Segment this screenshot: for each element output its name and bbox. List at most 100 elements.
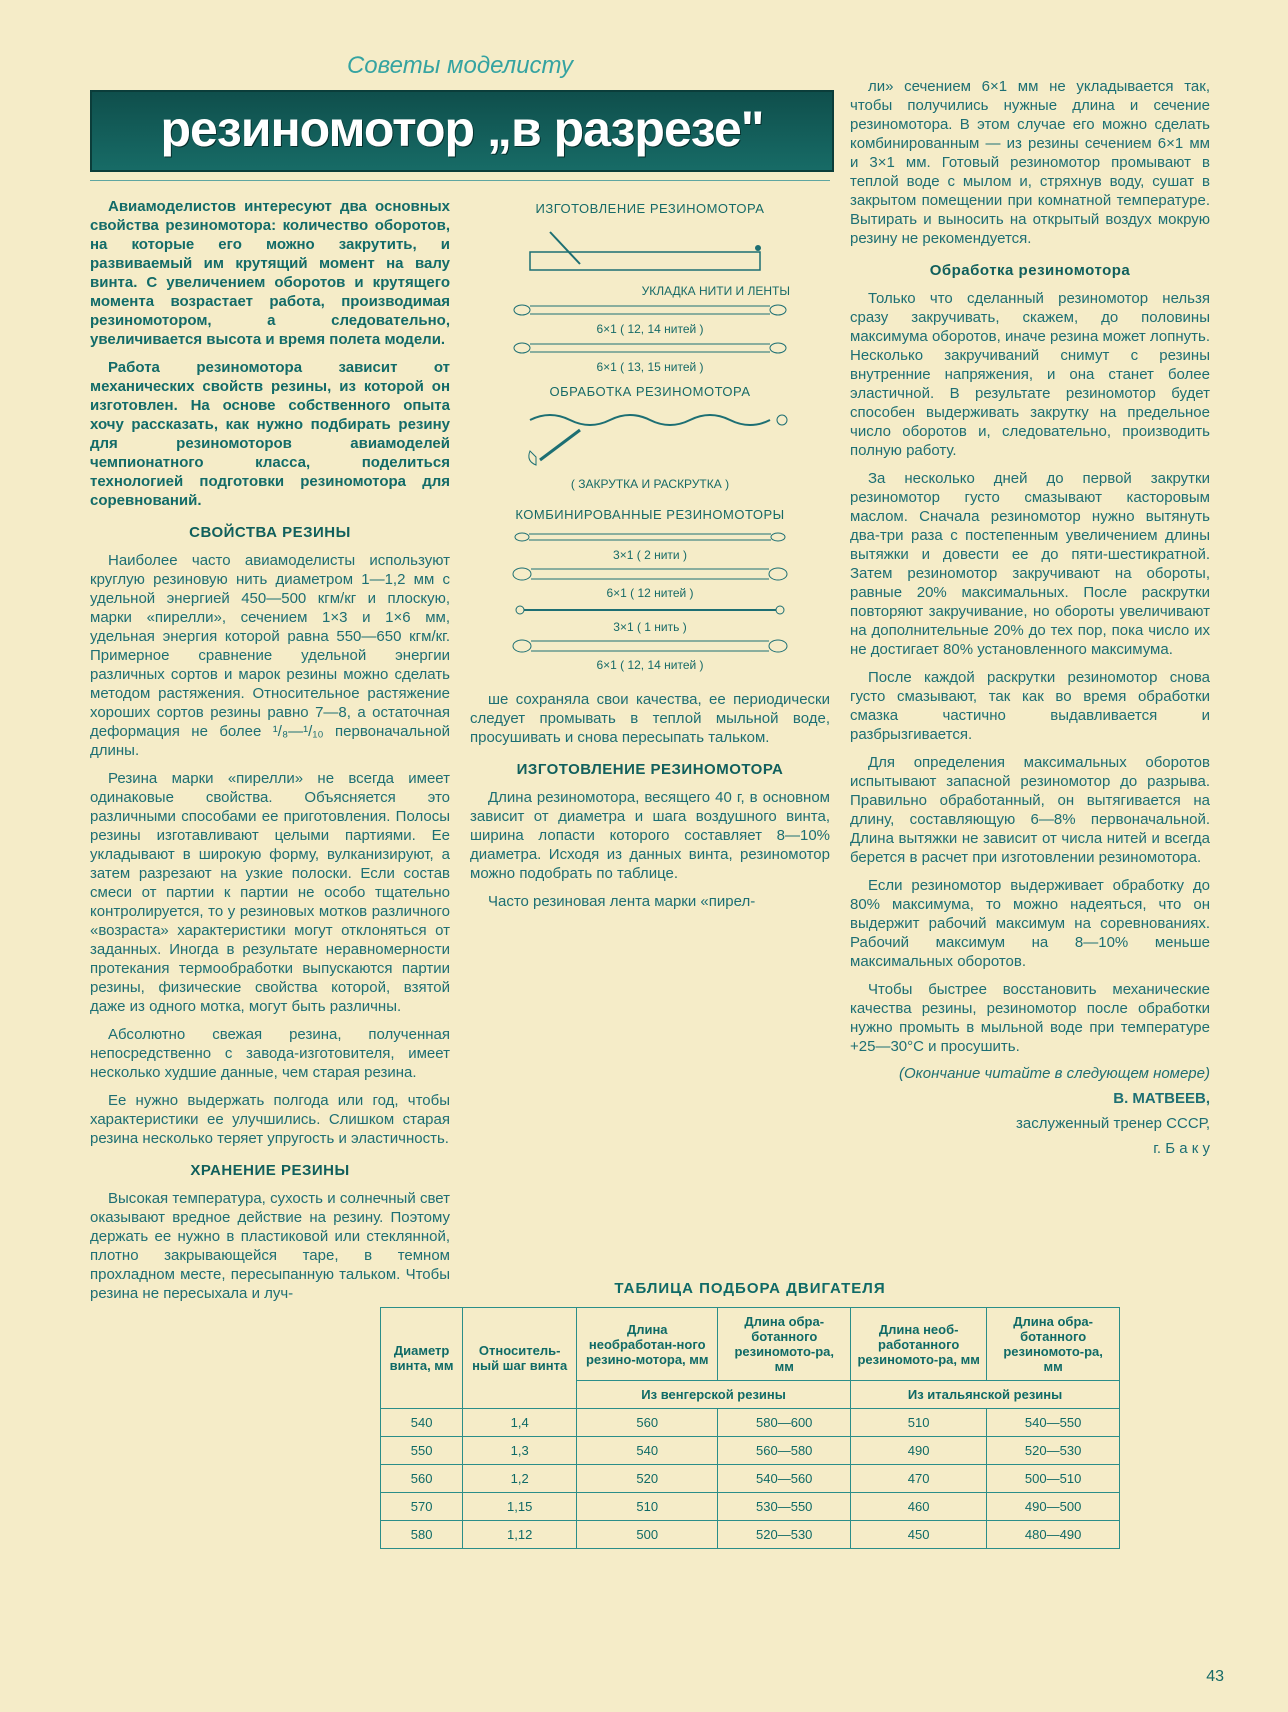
cell: 490 xyxy=(851,1437,987,1465)
col-left: Авиамоделистов интересуют два основных с… xyxy=(90,197,450,1312)
twist-tool-icon xyxy=(510,405,790,475)
rubber-strip-icon xyxy=(510,564,790,584)
cell: 520—530 xyxy=(987,1437,1120,1465)
rubber-strip-icon xyxy=(510,528,790,546)
th-diameter: Диаметр винта, мм xyxy=(381,1308,463,1409)
cell: 560 xyxy=(577,1409,718,1437)
cell: 560 xyxy=(381,1465,463,1493)
make-2: Часто резиновая лента марки «пирел- xyxy=(470,892,830,911)
diagram-sub-twist: ( ЗАКРУТКА И РАСКРУТКА ) xyxy=(470,477,830,491)
diagram-sub-c4: 6×1 ( 12, 14 нитей ) xyxy=(470,658,830,672)
engine-table: ТАБЛИЦА ПОДБОРА ДВИГАТЕЛЯ Диаметр винта,… xyxy=(380,1280,1120,1549)
r3: За несколько дней до первой закрутки рез… xyxy=(850,469,1210,659)
mid-cont-1: ше сохраняла свои качества, ее периодиче… xyxy=(470,690,830,747)
col-right: ли» сечением 6×1 мм не укладывается так,… xyxy=(850,77,1210,1157)
cell: 1,12 xyxy=(463,1521,577,1549)
diagram-sub-c1: 3×1 ( 2 нити ) xyxy=(470,548,830,562)
props-2: Резина марки «пирелли» не всегда имеет о… xyxy=(90,769,450,1016)
table-row: 580 1,12 500 520—530 450 480—490 xyxy=(381,1521,1120,1549)
engine-selection-table: Диаметр винта, мм Относитель-ный шаг вин… xyxy=(380,1307,1120,1549)
author-line-2: заслуженный тренер СССР, xyxy=(850,1115,1210,1132)
r2: Только что сделанный резиномотор нельзя … xyxy=(850,289,1210,460)
cell: 560—580 xyxy=(718,1437,851,1465)
th-hungarian: Из венгерской резины xyxy=(577,1381,851,1409)
masthead: Советы моделисту резиномотор „в разрезе" xyxy=(90,52,830,181)
cell: 550 xyxy=(381,1437,463,1465)
make-1: Длина резиномотора, весящего 40 г, в осн… xyxy=(470,788,830,883)
page: Советы моделисту резиномотор „в разрезе"… xyxy=(0,0,1288,1712)
cell: 480—490 xyxy=(987,1521,1120,1549)
r4: После каждой раскрутки резиномотор снова… xyxy=(850,668,1210,744)
th-italian: Из итальянской резины xyxy=(851,1381,1120,1409)
cell: 500 xyxy=(577,1521,718,1549)
r7: Чтобы быстрее восстановить механические … xyxy=(850,980,1210,1056)
r6: Если резиномотор выдерживает обработку д… xyxy=(850,876,1210,971)
props-4: Ее нужно выдержать полгода или год, чтоб… xyxy=(90,1091,450,1148)
intro-2: Работа резиномотора зависит от механичес… xyxy=(90,358,450,510)
continuation-note: (Окончание читайте в следующем номере) xyxy=(850,1065,1210,1082)
diagram-sub-s1: 6×1 ( 12, 14 нитей ) xyxy=(470,322,830,336)
table-row: 540 1,4 560 580—600 510 540—550 xyxy=(381,1409,1120,1437)
col-mid: ИЗГОТОВЛЕНИЕ РЕЗИНОМОТОРА УКЛАДКА НИТИ И… xyxy=(470,197,830,920)
diagram-caption-make: ИЗГОТОВЛЕНИЕ РЕЗИНОМОТОРА xyxy=(470,201,830,216)
cell: 1,3 xyxy=(463,1437,577,1465)
cell: 1,15 xyxy=(463,1493,577,1521)
diagram-caption-proc: ОБРАБОТКА РЕЗИНОМОТОРА xyxy=(470,384,830,399)
cell: 510 xyxy=(577,1493,718,1521)
table-row: 570 1,15 510 530—550 460 490—500 xyxy=(381,1493,1120,1521)
winding-board-icon xyxy=(520,222,780,282)
th-len-raw: Длина необработан-ного резино-мотора, мм xyxy=(577,1308,718,1381)
r1: ли» сечением 6×1 мм не укладывается так,… xyxy=(850,77,1210,248)
cell: 510 xyxy=(851,1409,987,1437)
author-line-1: В. МАТВЕЕВ, xyxy=(850,1090,1210,1107)
props-1: Наиболее часто авиамоделисты используют … xyxy=(90,551,450,760)
author-name: В. МАТВЕЕВ, xyxy=(1113,1090,1210,1107)
cell: 1,2 xyxy=(463,1465,577,1493)
cell: 570 xyxy=(381,1493,463,1521)
diagram-make: ИЗГОТОВЛЕНИЕ РЕЗИНОМОТОРА УКЛАДКА НИТИ И… xyxy=(470,201,830,672)
cell: 500—510 xyxy=(987,1465,1120,1493)
heading-processing: Обработка резиномотора xyxy=(850,262,1210,279)
cell: 470 xyxy=(851,1465,987,1493)
diagram-sub-s2: 6×1 ( 13, 15 нитей ) xyxy=(470,360,830,374)
author-line-3: г. Б а к у xyxy=(850,1140,1210,1157)
cell: 530—550 xyxy=(718,1493,851,1521)
diagram-sub-lay: УКЛАДКА НИТИ И ЛЕНТЫ xyxy=(470,284,830,298)
cell: 450 xyxy=(851,1521,987,1549)
th-len-proc: Длина обра-ботанного резиномото-ра, мм xyxy=(718,1308,851,1381)
r5: Для определения максимальных оборотов ис… xyxy=(850,753,1210,867)
page-number: 43 xyxy=(1206,1668,1224,1686)
props-3: Абсолютно свежая резина, полученная непо… xyxy=(90,1025,450,1082)
intro-1: Авиамоделистов интересуют два основных с… xyxy=(90,197,450,349)
cell: 1,4 xyxy=(463,1409,577,1437)
cell: 490—500 xyxy=(987,1493,1120,1521)
heading-make: ИЗГОТОВЛЕНИЕ РЕЗИНОМОТОРА xyxy=(470,761,830,778)
cell: 540 xyxy=(577,1437,718,1465)
table-body: 540 1,4 560 580—600 510 540—550 550 1,3 … xyxy=(381,1409,1120,1549)
cell: 460 xyxy=(851,1493,987,1521)
title-banner: резиномотор „в разрезе" xyxy=(90,90,834,172)
table-row: 550 1,3 540 560—580 490 520—530 xyxy=(381,1437,1120,1465)
table-head-row-1: Диаметр винта, мм Относитель-ный шаг вин… xyxy=(381,1308,1120,1381)
rubber-strip-icon xyxy=(510,338,790,358)
cell: 580 xyxy=(381,1521,463,1549)
table-title: ТАБЛИЦА ПОДБОРА ДВИГАТЕЛЯ xyxy=(380,1280,1120,1297)
title-text: резиномотор „в разрезе" xyxy=(92,92,832,166)
cell: 520 xyxy=(577,1465,718,1493)
rubber-strip-icon xyxy=(510,300,790,320)
th-pitch: Относитель-ный шаг винта xyxy=(463,1308,577,1409)
overline: Советы моделисту xyxy=(90,52,830,80)
th-len-raw2: Длина необ-работанного резиномото-ра, мм xyxy=(851,1308,987,1381)
cell: 520—530 xyxy=(718,1521,851,1549)
cell: 540—550 xyxy=(987,1409,1120,1437)
rule xyxy=(90,180,830,181)
cell: 540 xyxy=(381,1409,463,1437)
diagram-sub-c2: 6×1 ( 12 нитей ) xyxy=(470,586,830,600)
table-row: 560 1,2 520 540—560 470 500—510 xyxy=(381,1465,1120,1493)
cell: 580—600 xyxy=(718,1409,851,1437)
heading-properties: СВОЙСТВА РЕЗИНЫ xyxy=(90,524,450,541)
rubber-strip-icon xyxy=(510,636,790,656)
diagram-sub-c3: 3×1 ( 1 нить ) xyxy=(470,620,830,634)
th-len-proc2: Длина обра-ботанного резиномото-ра, мм xyxy=(987,1308,1120,1381)
rubber-strip-icon xyxy=(510,602,790,618)
